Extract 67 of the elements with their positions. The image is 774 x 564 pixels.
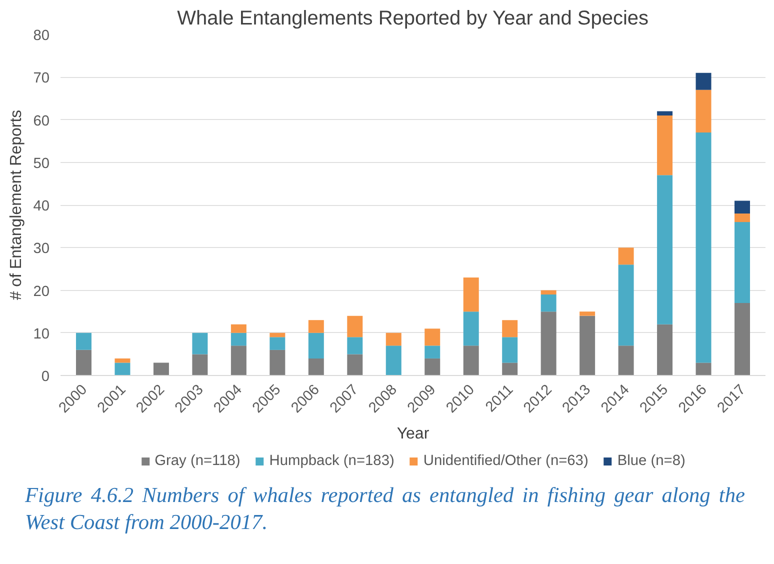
bar <box>230 324 246 333</box>
bar <box>540 290 556 295</box>
bar <box>463 346 479 376</box>
bar <box>308 320 324 333</box>
y-axis-title: # of Entanglement Reports <box>8 110 26 300</box>
bar <box>696 362 712 376</box>
bar <box>657 111 673 116</box>
legend-label: Blue (n=8) <box>617 453 686 469</box>
y-tick-label: 50 <box>33 156 50 172</box>
bar <box>114 362 130 376</box>
bar <box>502 320 518 338</box>
bar <box>696 72 712 90</box>
bar <box>114 358 130 363</box>
bar <box>618 346 634 376</box>
bar <box>657 175 673 324</box>
bar <box>696 132 712 363</box>
y-tick-label: 20 <box>33 284 50 300</box>
bar <box>424 358 440 376</box>
bar <box>618 248 634 265</box>
bar <box>657 115 673 176</box>
bar <box>463 312 479 346</box>
legend-label: Humpback (n=183) <box>269 453 394 469</box>
bar <box>76 350 92 376</box>
legend-label: Gray (n=118) <box>154 453 240 469</box>
bar <box>540 312 556 376</box>
chart-title: Whale Entanglements Reported by Year and Species <box>177 8 649 30</box>
bar <box>386 346 402 376</box>
bar <box>230 332 246 346</box>
bar <box>347 316 363 338</box>
bar <box>540 294 556 312</box>
bar <box>308 332 324 358</box>
y-tick-label: 60 <box>33 113 50 130</box>
bar <box>734 222 750 304</box>
bar <box>308 358 324 376</box>
bar <box>502 362 518 376</box>
y-tick-label: 10 <box>33 326 50 342</box>
bar <box>580 316 596 376</box>
y-tick-label: 70 <box>33 70 50 87</box>
y-tick-label: 30 <box>33 241 50 258</box>
bar <box>76 332 92 350</box>
bar <box>657 324 673 376</box>
bar <box>192 332 208 354</box>
bar <box>270 337 286 350</box>
y-tick-label: 80 <box>33 28 50 44</box>
bar <box>734 214 750 222</box>
y-tick-label: 0 <box>41 369 50 385</box>
bar <box>463 277 479 312</box>
bar <box>270 332 286 338</box>
bar <box>230 346 246 376</box>
bar <box>386 332 402 346</box>
bar <box>696 90 712 133</box>
bar <box>734 303 750 376</box>
x-axis-title: Year <box>396 425 430 442</box>
bar <box>153 362 169 376</box>
bar <box>618 264 634 346</box>
legend-label: Unidentified/Other (n=63) <box>423 453 588 469</box>
bar <box>192 354 208 376</box>
bar <box>734 200 750 214</box>
bar <box>270 350 286 376</box>
bar <box>347 354 363 376</box>
bar <box>424 328 440 346</box>
caption: Figure 4.6.2 Numbers of whales reported as entangled in fishing gear along the West Coast from 2000-2017. <box>25 482 745 536</box>
bar <box>424 346 440 358</box>
bar <box>502 337 518 363</box>
bar <box>347 337 363 354</box>
y-tick-label: 40 <box>33 198 50 214</box>
bar <box>580 312 596 316</box>
